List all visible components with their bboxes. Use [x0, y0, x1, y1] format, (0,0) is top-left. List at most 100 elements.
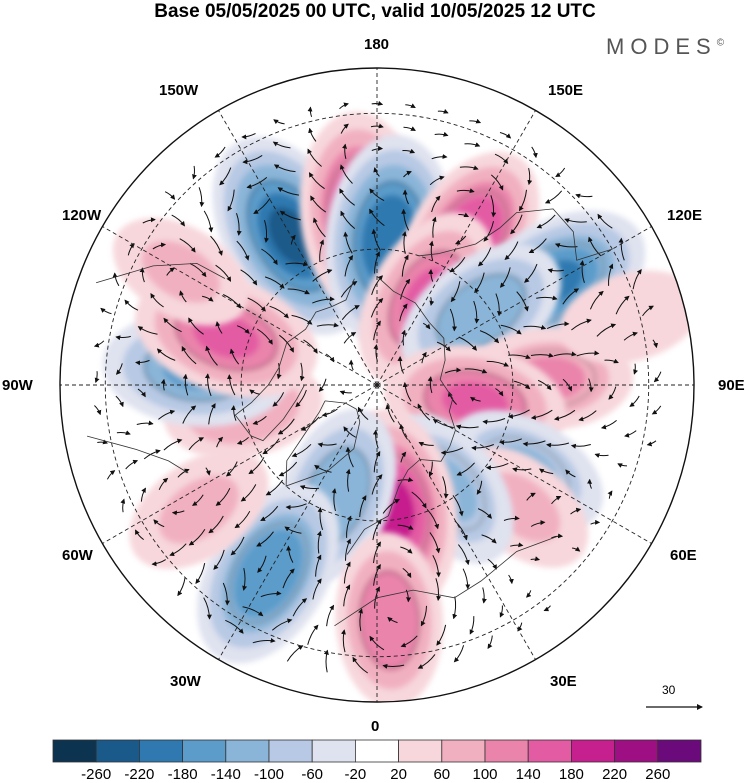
wind-arrow [494, 153, 509, 165]
wind-arrow [405, 103, 416, 109]
colorbar-swatch [225, 739, 270, 763]
colorbar [52, 739, 702, 763]
wind-arrow [189, 262, 207, 278]
wind-arrow [319, 239, 324, 263]
colorbar-tick-label: 20 [390, 766, 407, 783]
wind-arrow [469, 616, 475, 635]
wind-arrow [248, 457, 265, 475]
wind-arrow [554, 243, 578, 248]
wind-arrow [316, 530, 322, 554]
wind-arrow [551, 495, 562, 505]
wind-arrow [402, 381, 412, 402]
lon-label-60e: 60E [670, 547, 697, 564]
wind-arrow [140, 487, 146, 502]
wind-arrow [276, 362, 282, 380]
wind-arrow [137, 388, 146, 398]
wind-arrow [469, 118, 482, 124]
wind-arrow [241, 132, 256, 140]
wind-arrow [240, 484, 257, 502]
wind-arrow [449, 256, 466, 273]
wind-arrow [307, 148, 322, 167]
wind-arrow [397, 477, 414, 483]
wind-arrow [359, 495, 367, 518]
wind-arrow [124, 299, 139, 311]
wind-arrow [370, 298, 384, 318]
wind-arrow [163, 317, 182, 333]
colorbar-tick-label: -60 [301, 766, 324, 783]
wind-arrow [382, 663, 405, 669]
wind-arrow [633, 363, 638, 375]
wind-arrow [163, 438, 183, 451]
wind-vector-layer [93, 100, 662, 674]
wind-arrow [536, 214, 556, 229]
colorbar-tick-label: -220 [124, 766, 155, 783]
wind-arrow [450, 281, 461, 303]
wind-arrow [208, 403, 216, 425]
wind-arrow [137, 326, 158, 335]
wind-arrow [607, 490, 613, 499]
wind-arrow [400, 278, 411, 300]
lon-label-30w: 30W [170, 673, 201, 690]
wind-arrow [481, 534, 497, 544]
lon-label-180: 180 [364, 36, 390, 53]
meridian-line [218, 110, 378, 386]
wind-arrow [242, 154, 263, 165]
wind-arrow [299, 362, 305, 382]
wind-arrow [352, 656, 368, 674]
lon-label-120w: 120W [62, 207, 102, 224]
wind-arrow [317, 507, 324, 530]
wind-arrow [326, 604, 335, 627]
colorbar-swatch [311, 739, 356, 763]
wind-arrow [370, 123, 384, 129]
wind-arrow [215, 264, 232, 282]
colorbar-swatch [52, 739, 97, 763]
wind-arrow [164, 191, 176, 200]
wind-arrow [203, 597, 212, 620]
wind-arrow [152, 242, 167, 250]
wind-arrow [597, 213, 613, 229]
wind-arrow [285, 261, 309, 267]
wind-arrow [135, 529, 144, 541]
wind-arrow [431, 195, 441, 213]
wind-arrow [177, 468, 190, 478]
wind-arrow [373, 320, 381, 341]
wind-arrow [156, 348, 176, 361]
wind-arrow [291, 443, 312, 458]
coastline [86, 435, 189, 474]
coastline [346, 276, 456, 555]
wind-arrow [316, 322, 339, 328]
wind-arrow [526, 590, 532, 598]
lon-label-90e: 90E [718, 377, 745, 394]
wind-arrow [455, 424, 479, 430]
wind-arrow [371, 474, 383, 495]
wind-arrow [642, 305, 654, 317]
wind-arrow [594, 453, 609, 458]
wind-arrow [543, 605, 551, 612]
wind-arrow [402, 189, 409, 205]
colorbar-tick-label: 260 [645, 766, 671, 783]
modes-logo: MODES© [606, 34, 724, 60]
wind-arrow [518, 189, 527, 212]
wind-arrow [481, 587, 487, 604]
wind-arrow [143, 449, 161, 460]
wind-arrow [562, 378, 573, 392]
wind-arrow [608, 386, 617, 400]
wind-arrow [372, 429, 379, 449]
wind-arrow [192, 165, 197, 180]
meridian-line [376, 384, 536, 660]
wind-arrow [325, 353, 335, 363]
colorbar-tick-label: 100 [472, 766, 498, 783]
wind-arrow [402, 567, 412, 579]
wind-arrow [553, 351, 577, 357]
wind-arrow [198, 187, 205, 208]
wind-arrow [555, 167, 566, 178]
wind-arrow [604, 358, 619, 364]
wind-arrow [399, 423, 408, 440]
wind-arrow [343, 426, 357, 438]
anomaly-center-high [560, 270, 694, 364]
wind-arrow [572, 546, 581, 552]
wind-arrow [310, 195, 327, 213]
wind-arrow [314, 464, 332, 473]
wind-arrow [477, 508, 492, 519]
colorbar-swatch [354, 739, 399, 763]
